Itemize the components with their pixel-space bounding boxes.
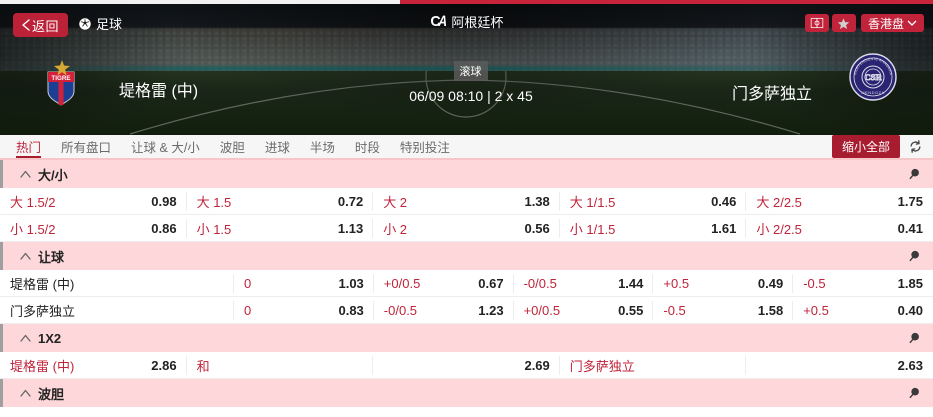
svg-text:MENDOZA: MENDOZA [861,90,885,95]
svg-text:CSR: CSR [864,72,882,82]
